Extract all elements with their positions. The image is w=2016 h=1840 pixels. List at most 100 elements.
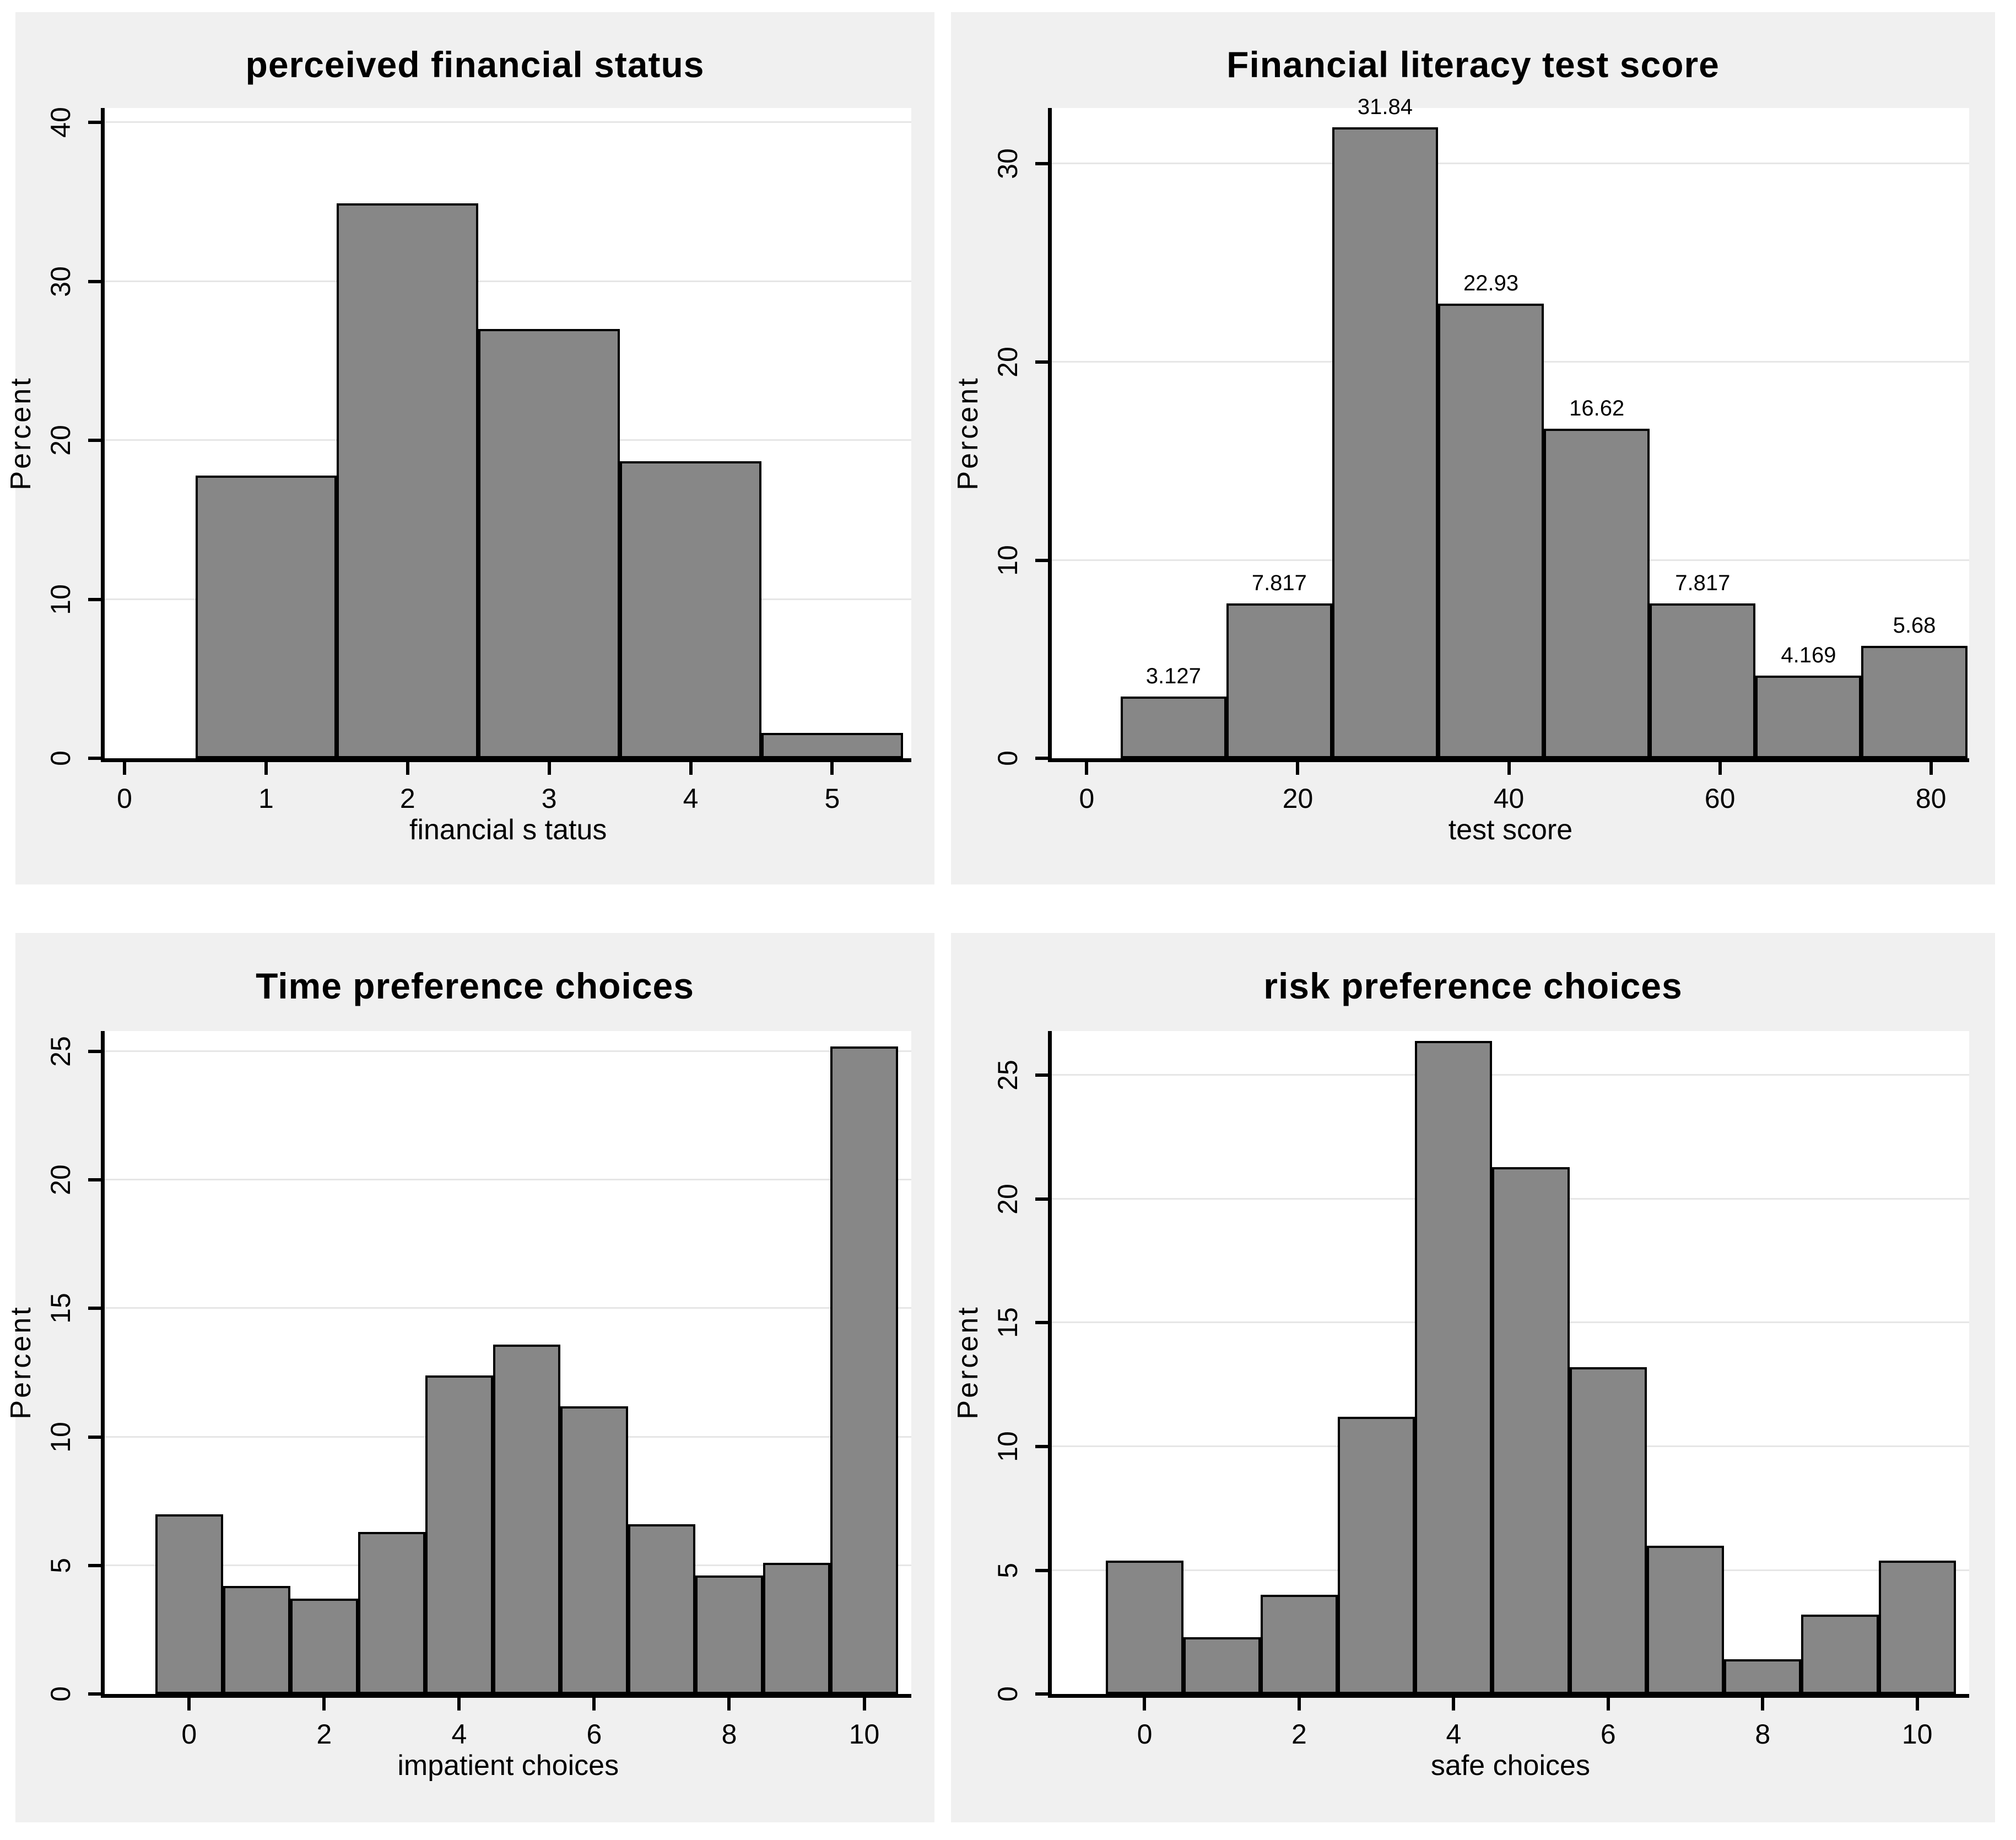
x-axis-tick bbox=[862, 1694, 866, 1711]
y-axis-tick bbox=[88, 439, 105, 443]
histogram-bar bbox=[761, 733, 903, 759]
histogram-bar bbox=[1415, 1040, 1493, 1695]
y-tick-label: 10 bbox=[45, 584, 77, 615]
plot-area: Percent impatient choices 0 5 10 15 20 25 0 2 4 6… bbox=[5, 1030, 912, 1782]
y-tick-label: 40 bbox=[45, 107, 77, 138]
y-axis-tick bbox=[1035, 1321, 1052, 1325]
x-tick-label: 2 bbox=[1291, 1719, 1307, 1750]
gridline bbox=[105, 121, 912, 123]
x-tick-label: 80 bbox=[1915, 783, 1947, 814]
chart-title: Time preference choices bbox=[256, 965, 694, 1007]
y-axis-tick bbox=[1035, 161, 1052, 165]
bar-value-label: 7.817 bbox=[1251, 571, 1307, 596]
y-axis-tick bbox=[88, 1692, 105, 1696]
plot-area: Percent test score 3.127 7.817 31.84 22.93 1… bbox=[952, 95, 1969, 846]
x-tick-label: 1 bbox=[258, 783, 274, 814]
histogram-bar bbox=[1569, 1367, 1647, 1695]
gridline bbox=[105, 1179, 912, 1181]
histogram-bar bbox=[1878, 1560, 1956, 1695]
y-axis-tick bbox=[88, 1435, 105, 1439]
histogram-bar bbox=[337, 203, 479, 759]
x-axis-tick bbox=[264, 758, 268, 775]
x-tick-label: 6 bbox=[1600, 1719, 1616, 1750]
histogram-bar bbox=[830, 1046, 898, 1695]
y-tick-label: 10 bbox=[45, 1421, 77, 1453]
chart-panel-risk-preference-choices: risk preference choices Percent safe cho… bbox=[951, 933, 1995, 1822]
x-axis-tick bbox=[727, 1694, 731, 1711]
x-axis-tick bbox=[1761, 1694, 1765, 1711]
y-axis-tick bbox=[1035, 1073, 1052, 1077]
x-axis-tick bbox=[1507, 758, 1511, 775]
y-tick-label: 30 bbox=[992, 148, 1024, 179]
histogram-bar bbox=[1260, 1595, 1338, 1695]
y-axis-tick bbox=[1035, 1197, 1052, 1201]
y-tick-label: 0 bbox=[45, 1686, 77, 1702]
x-axis-tick bbox=[1085, 758, 1089, 775]
chart-title: risk preference choices bbox=[1263, 965, 1683, 1007]
histogram-bar bbox=[1646, 1545, 1725, 1695]
x-tick-label: 0 bbox=[1137, 1719, 1153, 1750]
x-axis-tick bbox=[689, 758, 693, 775]
x-axis-tick bbox=[187, 1694, 191, 1711]
y-axis-tick bbox=[88, 597, 105, 601]
histogram-bar bbox=[493, 1344, 561, 1695]
histogram-bar bbox=[358, 1532, 426, 1695]
histogram-bar bbox=[628, 1524, 696, 1695]
y-tick-label: 20 bbox=[992, 346, 1024, 377]
x-tick-label: 40 bbox=[1493, 783, 1525, 814]
histogram-bar bbox=[290, 1599, 358, 1695]
y-tick-label: 25 bbox=[45, 1036, 77, 1067]
y-tick-label: 20 bbox=[45, 425, 77, 456]
x-tick-label: 2 bbox=[316, 1719, 332, 1750]
histogram-bar bbox=[1861, 646, 1968, 759]
y-axis-tick bbox=[1035, 1568, 1052, 1572]
x-axis-label: test score bbox=[1448, 814, 1573, 846]
y-axis-label: Percent bbox=[952, 1305, 985, 1420]
x-axis-tick bbox=[1297, 1694, 1301, 1711]
histogram-bar bbox=[478, 329, 620, 759]
plot-area: Percent safe choices 0 5 10 15 20 25 0 2 4 6 8 10 bbox=[952, 1030, 1969, 1782]
x-tick-label: 0 bbox=[117, 783, 132, 814]
x-axis-tick bbox=[592, 1694, 596, 1711]
gridline bbox=[1052, 1074, 1969, 1076]
histogram-bar bbox=[695, 1575, 763, 1695]
y-axis-label: Percent bbox=[5, 376, 37, 490]
y-tick-label: 5 bbox=[45, 1557, 77, 1573]
x-tick-label: 8 bbox=[1755, 1719, 1771, 1750]
chart-panel-financial-literacy-test-score: Financial literacy test score Percent te… bbox=[951, 12, 1995, 884]
bar-value-label: 31.84 bbox=[1357, 94, 1413, 119]
x-tick-label: 8 bbox=[721, 1719, 737, 1750]
y-tick-label: 0 bbox=[45, 751, 77, 767]
x-tick-label: 3 bbox=[541, 783, 557, 814]
histogram-bar bbox=[1438, 304, 1544, 759]
y-tick-label: 25 bbox=[992, 1060, 1024, 1091]
histogram-bar bbox=[1724, 1659, 1802, 1695]
y-tick-label: 15 bbox=[45, 1293, 77, 1324]
y-axis-tick bbox=[1035, 757, 1052, 760]
y-axis-tick bbox=[88, 1307, 105, 1310]
y-axis-tick bbox=[88, 1049, 105, 1053]
x-axis-label: impatient choices bbox=[397, 1750, 619, 1782]
chart-title: Financial literacy test score bbox=[1226, 44, 1720, 85]
histogram-bar bbox=[620, 461, 762, 759]
x-tick-label: 10 bbox=[1901, 1719, 1933, 1750]
histogram-bar bbox=[1332, 127, 1439, 759]
y-tick-label: 10 bbox=[992, 544, 1024, 576]
y-tick-label: 10 bbox=[992, 1431, 1024, 1462]
histogram-bar bbox=[1544, 429, 1650, 759]
x-axis-tick bbox=[322, 1694, 326, 1711]
y-axis-tick bbox=[1035, 360, 1052, 364]
x-tick-label: 4 bbox=[683, 783, 699, 814]
y-axis-tick bbox=[88, 1563, 105, 1567]
y-axis-label: Percent bbox=[5, 1305, 37, 1420]
x-tick-label: 2 bbox=[399, 783, 415, 814]
y-axis-tick bbox=[88, 279, 105, 283]
x-axis-tick bbox=[1606, 1694, 1610, 1711]
chart-title: perceived financial status bbox=[245, 44, 705, 85]
chart-panel-time-preference-choices: Time preference choices Percent impatien… bbox=[5, 933, 934, 1822]
y-axis-tick bbox=[88, 121, 105, 125]
y-axis-tick bbox=[88, 757, 105, 760]
bar-value-label: 3.127 bbox=[1145, 663, 1201, 688]
x-tick-label: 6 bbox=[586, 1719, 602, 1750]
chart-panel-perceived-financial-status: perceived financial status Percent finan… bbox=[5, 12, 934, 884]
